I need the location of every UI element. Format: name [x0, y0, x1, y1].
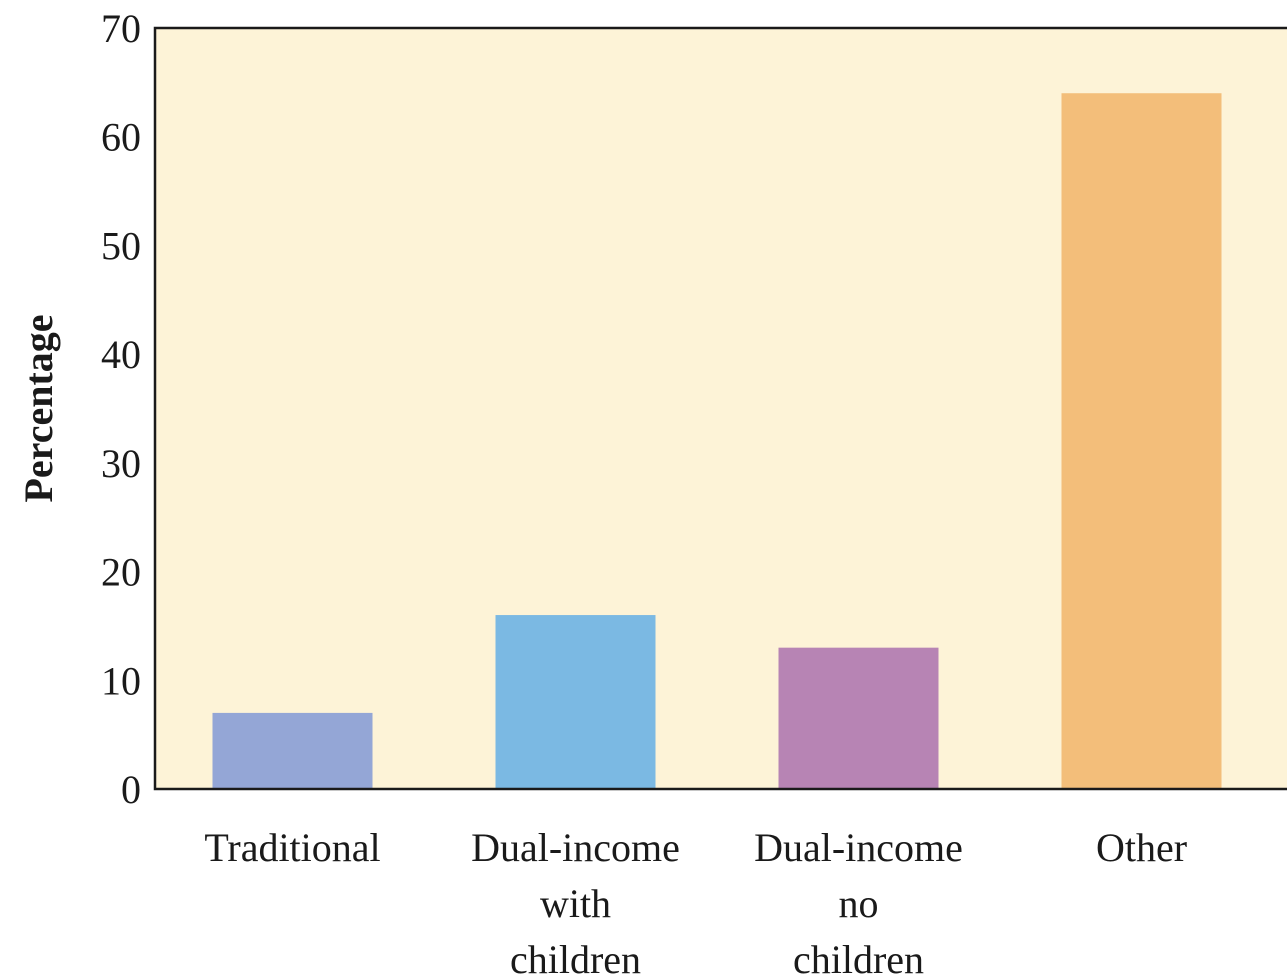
x-category-label-line: with: [540, 881, 611, 926]
x-category-label-line: no: [839, 881, 879, 926]
y-tick-label: 60: [101, 115, 141, 160]
y-tick-labels: 0 10 20 30 40 50 60 70: [101, 6, 141, 812]
x-category-label-line: children: [793, 937, 924, 977]
bar: [212, 712, 373, 789]
y-tick-label: 0: [121, 767, 141, 812]
x-category-label-line: Other: [1096, 825, 1187, 870]
x-category-label: Dual-income no children: [754, 825, 963, 977]
x-category-label-line: Dual-income: [754, 825, 963, 870]
x-category-label: Dual-income with children: [471, 825, 680, 977]
y-tick-label: 20: [101, 550, 141, 595]
y-tick-label: 30: [101, 441, 141, 486]
bar: [495, 615, 656, 789]
x-category-label-line: Traditional: [204, 825, 380, 870]
x-category-labels: Traditional Dual-income with childrenDual-i…: [204, 825, 1187, 977]
x-category-label-line: children: [510, 937, 641, 977]
bar: [778, 647, 939, 789]
bars-group: [212, 93, 1222, 789]
y-tick-label: 50: [101, 223, 141, 268]
x-category-label: Traditional: [204, 825, 380, 870]
y-tick-label: 70: [101, 6, 141, 51]
y-tick-label: 10: [101, 658, 141, 703]
y-tick-label: 40: [101, 332, 141, 377]
y-axis-title: Percentage: [16, 314, 61, 502]
plot-frame: [153, 26, 1287, 791]
x-category-label-line: Dual-income: [471, 825, 680, 870]
bar: [1061, 93, 1222, 789]
x-category-label: Other: [1096, 825, 1187, 870]
